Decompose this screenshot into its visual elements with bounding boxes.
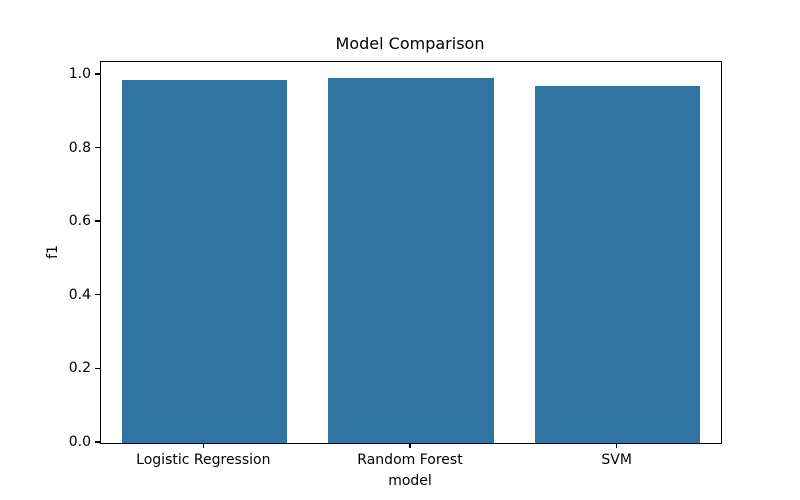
y-tick-mark xyxy=(95,441,100,443)
x-tick-label: SVM xyxy=(601,452,632,468)
y-tick-mark xyxy=(95,73,100,75)
x-tick-mark xyxy=(615,443,618,448)
chart-title: Model Comparison xyxy=(335,34,485,53)
y-tick-label: 0.6 xyxy=(68,213,91,230)
x-tick-label: Random Forest xyxy=(357,452,463,468)
x-tick-mark xyxy=(409,443,411,448)
y-tick-mark xyxy=(95,294,100,296)
y-tick-label: 0.2 xyxy=(68,360,91,377)
bar-svm xyxy=(535,85,701,443)
plot-area xyxy=(100,61,722,444)
y-tick-mark xyxy=(95,146,100,149)
y-tick-mark xyxy=(95,220,100,222)
y-tick-label: 0.8 xyxy=(68,139,91,156)
y-tick-label: 0.0 xyxy=(68,434,91,450)
x-axis-label: model xyxy=(388,473,432,489)
y-tick-label: 1.0 xyxy=(68,65,91,82)
bar-logistic-regression xyxy=(121,79,287,443)
y-tick-mark xyxy=(95,367,100,370)
x-tick-label: Logistic Regression xyxy=(136,452,271,468)
y-tick-label: 0.4 xyxy=(68,286,91,303)
y-axis-label: f1 xyxy=(45,244,61,259)
x-tick-mark xyxy=(202,443,205,448)
bar-random-forest xyxy=(328,78,494,443)
